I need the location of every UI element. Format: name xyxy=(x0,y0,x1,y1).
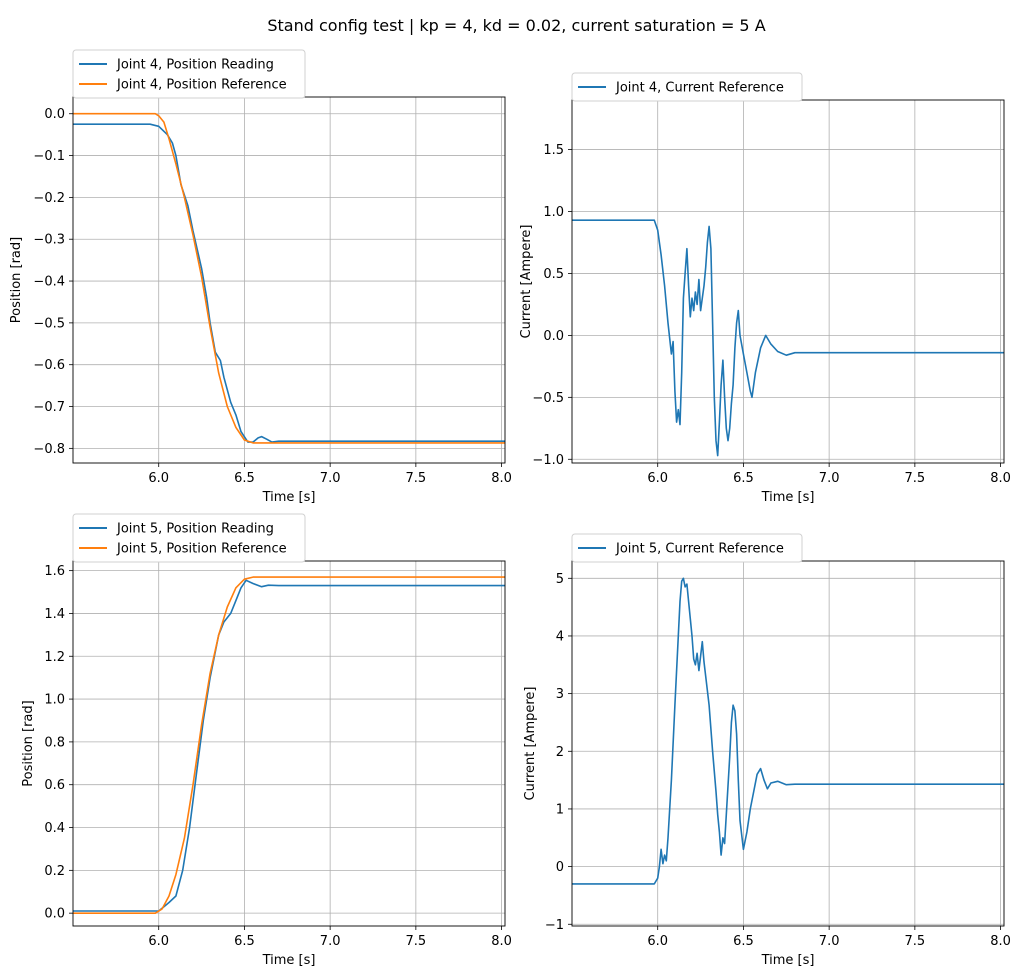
legend-label: Joint 5, Current Reference xyxy=(615,542,784,557)
y-tick-label: 1.6 xyxy=(44,564,65,579)
legend-label: Joint 4, Position Reading xyxy=(116,58,274,73)
y-axis-label: Current [Ampere] xyxy=(523,687,538,801)
x-tick-label: 6.5 xyxy=(733,934,754,949)
x-tick-label: 6.0 xyxy=(647,471,668,486)
y-tick-label: 1 xyxy=(556,802,564,817)
x-axis-label: Time [s] xyxy=(761,490,815,505)
y-tick-label: −0.8 xyxy=(33,442,65,457)
axes-frame xyxy=(571,99,1005,464)
y-tick-label: −0.5 xyxy=(532,391,564,406)
x-tick-label: 8.0 xyxy=(491,934,512,949)
x-tick-label: 8.0 xyxy=(990,471,1011,486)
series-line-1 xyxy=(73,123,505,443)
x-tick-label: 7.0 xyxy=(819,471,840,486)
x-tick-label: 7.0 xyxy=(320,471,341,486)
legend-label: Joint 5, Position Reference xyxy=(116,542,287,557)
legend-label: Joint 4, Position Reference xyxy=(116,78,287,93)
y-axis-label: Position [rad] xyxy=(9,237,24,323)
y-tick-label: −0.5 xyxy=(33,316,65,331)
y-tick-label: −0.6 xyxy=(33,358,65,373)
y-tick-label: 1.4 xyxy=(44,607,65,622)
legend-box xyxy=(72,513,306,563)
x-tick-label: 6.0 xyxy=(148,934,169,949)
y-tick-label: 0 xyxy=(556,860,564,875)
y-axis-label: Current [Ampere] xyxy=(519,225,534,339)
x-tick-label: 7.0 xyxy=(320,934,341,949)
legend: Joint 4, Position Reading Joint 4, Positi… xyxy=(72,49,306,99)
axes-frame xyxy=(571,560,1005,927)
y-tick-label: 2 xyxy=(556,745,564,760)
legend-label: Joint 4, Current Reference xyxy=(615,81,784,96)
y-tick-label: −0.1 xyxy=(33,149,65,164)
y-tick-label: 1.2 xyxy=(44,650,65,665)
subplot-4: 6.0 6.5 7.0 7.5 8.0 5 4 3 2 1 0 −1 Time [s] Current [… xyxy=(523,533,1011,968)
x-tick-label: 6.0 xyxy=(148,471,169,486)
y-tick-label: −0.4 xyxy=(33,275,65,290)
x-tick-label: 6.5 xyxy=(733,471,754,486)
x-axis-label: Time [s] xyxy=(262,490,316,505)
y-tick-label: 0.0 xyxy=(44,107,65,122)
y-tick-label: 1.0 xyxy=(44,693,65,708)
x-tick-label: 8.0 xyxy=(491,471,512,486)
subplot-1: 6.0 6.5 7.0 7.5 8.0 0.0 −0.1 −0.2 −0.3 −0.4 −0.5 −0… xyxy=(9,49,512,505)
y-tick-label: −0.7 xyxy=(33,400,65,415)
legend: Joint 5, Current Reference xyxy=(571,533,803,563)
y-tick-label: 3 xyxy=(556,687,564,702)
y-tick-label: 4 xyxy=(556,629,564,644)
y-tick-label: 0.4 xyxy=(44,821,65,836)
x-tick-label: 6.5 xyxy=(234,471,255,486)
subplot-2: 6.0 6.5 7.0 7.5 8.0 1.5 1.0 0.5 0.0 −0.5 −1.0 Time … xyxy=(519,72,1011,505)
legend-box xyxy=(571,72,803,102)
x-tick-label: 7.0 xyxy=(819,934,840,949)
legend-box xyxy=(72,49,306,99)
legend-label: Joint 5, Position Reading xyxy=(116,522,274,537)
y-axis-label: Position [rad] xyxy=(21,700,36,786)
x-axis-label: Time [s] xyxy=(761,953,815,968)
y-tick-label: 0.0 xyxy=(44,907,65,922)
axes-frame xyxy=(72,96,506,464)
y-tick-label: 0.0 xyxy=(543,329,564,344)
x-tick-label: 7.5 xyxy=(905,471,926,486)
y-tick-label: −0.2 xyxy=(33,191,65,206)
series-line-1 xyxy=(572,219,1004,457)
y-tick-label: −1.0 xyxy=(532,453,564,468)
y-tick-label: −0.3 xyxy=(33,233,65,248)
figure-title: Stand config test | kp = 4, kd = 0.02, c… xyxy=(267,16,766,35)
y-tick-label: 5 xyxy=(556,572,564,587)
x-tick-label: 6.5 xyxy=(234,934,255,949)
y-tick-label: 0.5 xyxy=(543,267,564,282)
x-tick-label: 7.5 xyxy=(406,471,427,486)
legend: Joint 5, Position Reading Joint 5, Positi… xyxy=(72,513,306,563)
series-line-1 xyxy=(73,579,505,912)
series-line-2 xyxy=(73,112,505,444)
series-line-1 xyxy=(572,577,1004,885)
y-tick-label: 1.5 xyxy=(543,143,564,158)
subplot-3: 6.0 6.5 7.0 7.5 8.0 0.0 0.2 0.4 0.6 0.8 1.0 1.2 1.4 1… xyxy=(21,513,512,968)
y-tick-label: 0.2 xyxy=(44,864,65,879)
x-tick-label: 7.5 xyxy=(406,934,427,949)
x-tick-label: 8.0 xyxy=(990,934,1011,949)
x-tick-label: 7.5 xyxy=(905,934,926,949)
legend: Joint 4, Current Reference xyxy=(571,72,803,102)
axes-frame xyxy=(72,560,506,927)
series-line-2 xyxy=(73,576,505,914)
y-tick-label: −1 xyxy=(545,918,564,933)
y-tick-label: 1.0 xyxy=(543,205,564,220)
x-tick-label: 6.0 xyxy=(647,934,668,949)
legend-box xyxy=(571,533,803,563)
y-tick-label: 0.8 xyxy=(44,735,65,750)
y-tick-label: 0.6 xyxy=(44,778,65,793)
x-axis-label: Time [s] xyxy=(262,953,316,968)
